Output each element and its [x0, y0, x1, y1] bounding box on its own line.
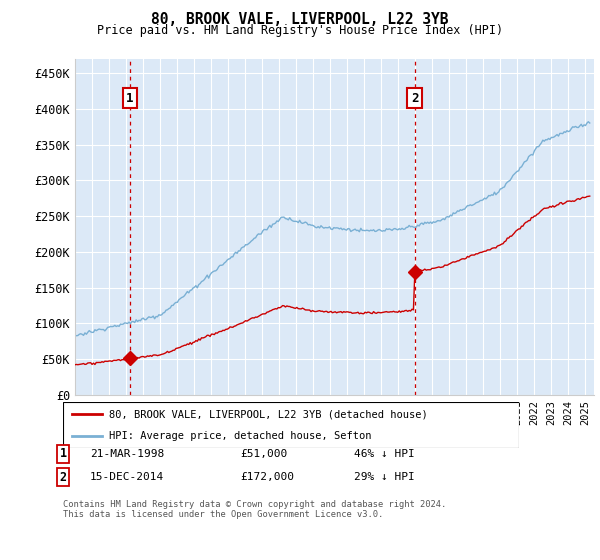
Text: 2: 2 [411, 92, 418, 105]
Text: 80, BROOK VALE, LIVERPOOL, L22 3YB (detached house): 80, BROOK VALE, LIVERPOOL, L22 3YB (deta… [109, 409, 427, 419]
Text: 29% ↓ HPI: 29% ↓ HPI [354, 472, 415, 482]
Text: 1: 1 [59, 447, 67, 460]
Text: Contains HM Land Registry data © Crown copyright and database right 2024.
This d: Contains HM Land Registry data © Crown c… [63, 500, 446, 519]
Text: 1: 1 [126, 92, 134, 105]
Text: 21-MAR-1998: 21-MAR-1998 [90, 449, 164, 459]
Text: HPI: Average price, detached house, Sefton: HPI: Average price, detached house, Seft… [109, 431, 371, 441]
Text: £172,000: £172,000 [240, 472, 294, 482]
Text: £51,000: £51,000 [240, 449, 287, 459]
Text: 15-DEC-2014: 15-DEC-2014 [90, 472, 164, 482]
Text: 46% ↓ HPI: 46% ↓ HPI [354, 449, 415, 459]
Text: 80, BROOK VALE, LIVERPOOL, L22 3YB: 80, BROOK VALE, LIVERPOOL, L22 3YB [151, 12, 449, 27]
Text: 2: 2 [59, 470, 67, 484]
Text: Price paid vs. HM Land Registry's House Price Index (HPI): Price paid vs. HM Land Registry's House … [97, 24, 503, 37]
